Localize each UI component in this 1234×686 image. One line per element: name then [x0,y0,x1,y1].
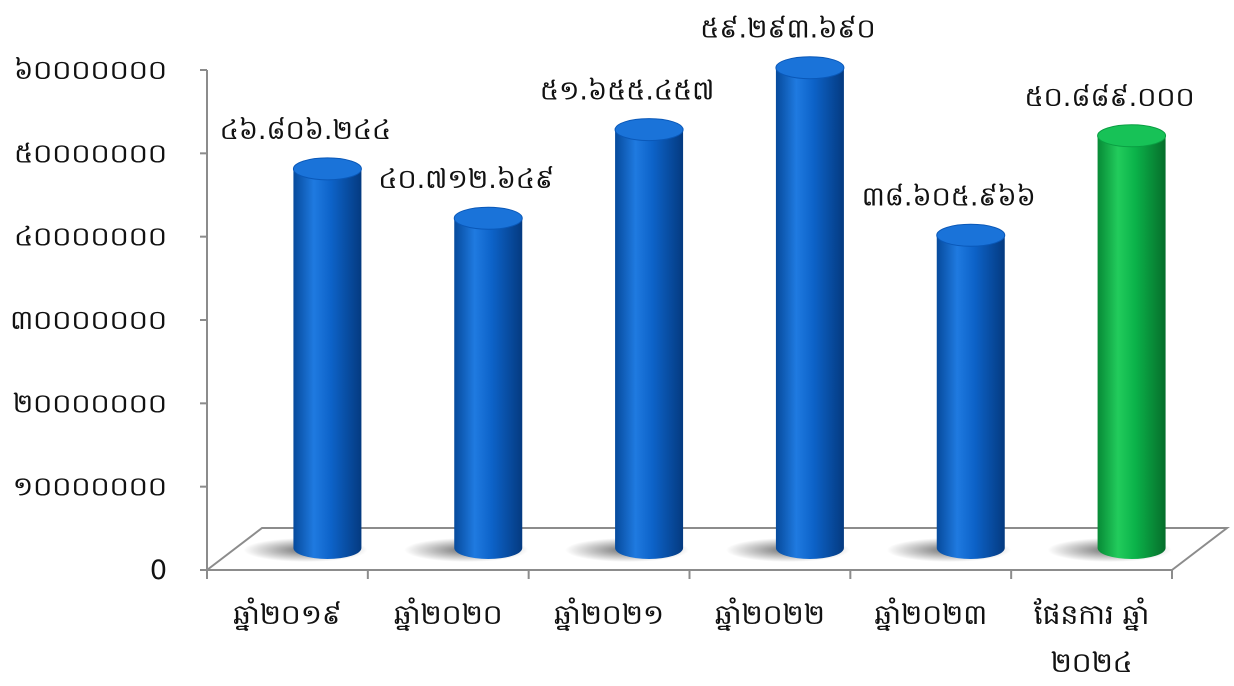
category-label: ២០២៤ [1051,646,1133,679]
data-label: ៥៩.២៩៣.៦៩០ [700,14,875,45]
y-tick-label: ៥០០០០០០០ [14,138,167,169]
bar-body [615,129,684,559]
bar-body [293,168,362,559]
y-tick-label: 0 [150,555,167,586]
bar-top [292,157,362,181]
category-label: ឆ្នាំ២០២០ [394,597,503,631]
category-label: ឆ្នាំ២០២១ [554,597,664,631]
bar-top [775,56,845,80]
floor-plane [206,527,1230,571]
category-labels: ឆ្នាំ២០១៩ ឆ្នាំ២០២០ ឆ្នាំ២០២១ ឆ្នាំ២០២២ ឆ្នា… [233,597,1149,679]
data-label: ៥១.៦៥៥.៤៥៧ [540,76,714,107]
bar-top [936,223,1006,247]
bar [565,118,690,562]
bar [1047,124,1172,562]
bar-top [453,206,523,230]
data-label: ៤០.៧១២.៦៤៩ [378,164,554,195]
bar-body [454,218,523,559]
category-label: ផែនការ ឆ្នាំ [1034,597,1150,631]
bar [243,157,368,562]
y-tick-label: ១០០០០០០០ [13,472,167,503]
category-label: ឆ្នាំ២០២២ [715,597,825,631]
bar-body [1097,135,1166,559]
bar-top [614,118,684,142]
category-label: ឆ្នាំ២០២៣ [874,597,987,631]
bar [886,223,1011,562]
data-label: ៥០.៨៨៩.០០០ [1025,82,1195,113]
bar-body [936,235,1005,559]
bars [243,56,1172,562]
y-tick-label: ៤០០០០០០០ [14,222,167,253]
bar [404,206,529,562]
data-label: ៣៨.៦០៥.៩៦៦ [862,181,1036,212]
x-axis-ticks [206,570,1173,579]
y-axis-ticks: 0 ១០០០០០០០ ២០០០០០០០ ៣០០០០០០០ ៤០០០០០០០ ៥០០០០០០… [10,55,207,586]
category-label: ឆ្នាំ២០១៩ [233,597,342,631]
bar-top [1097,124,1167,148]
data-label: ៤៦.៨០៦.២៤៤ [220,115,391,146]
y-tick-label: ៦០០០០០០០ [14,55,167,86]
y-tick-label: ៣០០០០០០០ [10,305,167,336]
y-tick-label: ២០០០០០០០ [13,388,167,419]
bar-body [775,67,844,560]
bar [725,56,850,562]
